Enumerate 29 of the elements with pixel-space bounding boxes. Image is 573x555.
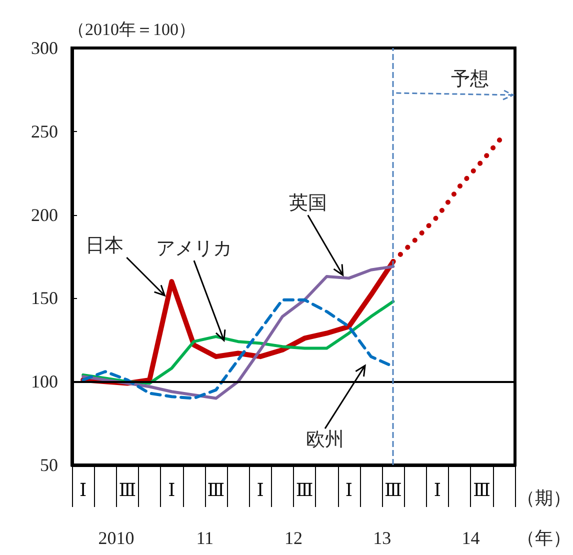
- y-tick-label: 50: [40, 455, 58, 475]
- text: 14: [462, 528, 480, 548]
- text: 2010: [98, 528, 134, 548]
- x-tick-label: Ⅰ: [434, 480, 442, 500]
- x-tick-label: Ⅰ: [256, 480, 264, 500]
- y-tick-label: 150: [31, 288, 58, 308]
- x-tick-label: Ⅲ: [473, 480, 490, 500]
- text: （年）: [517, 528, 571, 548]
- text: 12: [284, 528, 302, 548]
- text: 11: [196, 528, 214, 548]
- x-tick-label: Ⅲ: [384, 480, 402, 500]
- x-axis-title: （期）: [517, 488, 571, 508]
- x-tick-label: Ⅰ: [168, 480, 176, 500]
- text: 欧州: [306, 430, 344, 451]
- y-axis-title: （2010年＝100）: [68, 20, 196, 39]
- y-tick-label: 200: [31, 204, 58, 225]
- x-tick-label: Ⅲ: [296, 480, 314, 500]
- y-tick-label: 300: [31, 38, 58, 58]
- x-tick-label: Ⅰ: [80, 480, 87, 500]
- text: 英国: [288, 193, 327, 214]
- y-tick-label: 100: [31, 372, 58, 392]
- x-tick-label: Ⅲ: [118, 480, 136, 500]
- text: アメリカ: [156, 238, 232, 260]
- y-tick-label: 250: [31, 121, 58, 142]
- annotation: 予想: [451, 69, 489, 90]
- text: 13: [373, 528, 392, 548]
- x-tick-label: Ⅰ: [345, 480, 352, 500]
- x-tick-label: Ⅲ: [207, 480, 225, 500]
- text: 日本: [86, 236, 124, 257]
